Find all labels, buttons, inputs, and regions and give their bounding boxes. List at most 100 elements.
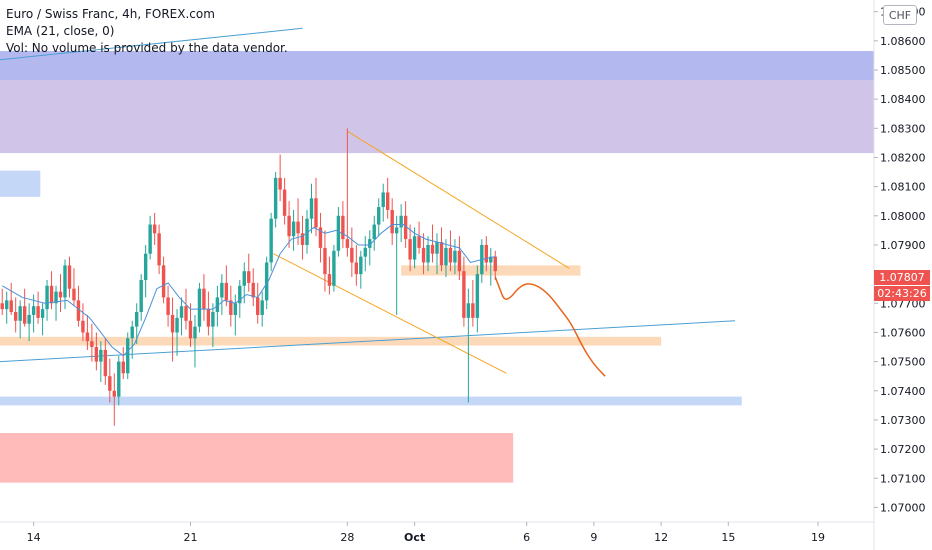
candle-body (126, 338, 130, 374)
candle (457, 236, 462, 280)
volume-legend[interactable]: Vol: No volume is provided by the data v… (6, 41, 288, 55)
channel-top-line[interactable] (347, 130, 570, 269)
red-zone[interactable] (0, 433, 514, 483)
x-tick-label: 21 (183, 531, 197, 544)
candle (121, 347, 125, 380)
candle (278, 154, 282, 202)
candle-body (448, 247, 453, 263)
candle-body (273, 177, 278, 219)
y-tick-label: 1.08100 (880, 181, 926, 194)
candle-body (49, 285, 54, 304)
upper-trend-line[interactable] (0, 27, 303, 61)
candle-body (76, 300, 81, 321)
countdown-label: 02:43:26 (874, 286, 930, 301)
candle-body (359, 256, 363, 275)
y-tick-label: 1.07100 (880, 472, 926, 485)
candle-body (305, 218, 309, 245)
candle (305, 209, 309, 254)
light-blue-zone-bottom[interactable] (0, 396, 742, 406)
candle-body (453, 250, 457, 263)
orange-zone-lower[interactable] (0, 336, 662, 346)
candle-body (161, 265, 166, 298)
candle-body (63, 265, 67, 298)
candle (345, 128, 350, 257)
candle-body (22, 306, 27, 324)
x-tick-label: 12 (654, 531, 668, 544)
candle (193, 314, 197, 368)
candle-body (399, 215, 403, 228)
candle (462, 256, 466, 327)
blue-zone[interactable] (0, 51, 874, 81)
candle (291, 209, 296, 251)
candle-body (462, 271, 466, 318)
candle (0, 288, 4, 315)
candle-body (417, 236, 421, 248)
candle (126, 332, 130, 380)
candle (417, 221, 421, 254)
candle (85, 314, 90, 350)
candle-body (394, 227, 399, 234)
ema-legend[interactable]: EMA (21, close, 0) (6, 24, 115, 38)
candle (36, 291, 40, 324)
candle (27, 303, 31, 342)
candle (377, 198, 381, 237)
candle (103, 338, 108, 385)
candle (403, 201, 408, 248)
candle (381, 183, 385, 222)
candle (273, 172, 278, 228)
candle (256, 282, 260, 324)
candle-body (345, 239, 350, 248)
candle-body (493, 256, 497, 272)
candle-body (381, 192, 385, 208)
candle-body (421, 247, 426, 263)
candle (90, 323, 94, 362)
symbol-title[interactable]: Euro / Swiss Franc, 4h, FOREX.com (6, 7, 215, 21)
candle (40, 303, 45, 336)
y-tick-label: 1.07500 (880, 356, 926, 369)
channel-bottom-line[interactable] (273, 253, 507, 374)
candle-body (157, 233, 161, 266)
candle (184, 288, 188, 330)
candle-body (426, 244, 430, 263)
candle (161, 256, 166, 304)
candle-body (121, 361, 125, 374)
candle-body (471, 303, 475, 318)
candle (493, 250, 497, 280)
candle (448, 230, 453, 272)
candle (323, 230, 327, 292)
candle-body (148, 224, 152, 254)
candle-body (139, 279, 143, 313)
y-tick-label: 1.07200 (880, 443, 926, 456)
candle (135, 303, 139, 345)
candle (54, 285, 58, 321)
candle-body (45, 285, 49, 310)
ema-line (1, 224, 496, 357)
candle-body (444, 247, 448, 266)
candle-body (117, 361, 121, 397)
candle (175, 309, 179, 356)
candle (5, 291, 9, 324)
candle-body (385, 192, 390, 210)
candle-body (5, 300, 9, 310)
candle-body (197, 288, 202, 327)
candle-body (108, 376, 112, 391)
candle (363, 236, 367, 272)
light-blue-zone-top[interactable] (0, 170, 41, 197)
chart-legend: Euro / Swiss Franc, 4h, FOREX.com EMA (2… (6, 6, 288, 57)
candle (309, 183, 314, 234)
candle (466, 288, 471, 403)
currency-button[interactable]: CHF (883, 5, 917, 25)
purple-zone[interactable] (0, 80, 874, 154)
candle (484, 236, 489, 272)
candle-body (179, 306, 184, 318)
candle (421, 233, 426, 275)
candle (45, 279, 49, 321)
candle (372, 215, 376, 251)
candle-body (247, 271, 251, 283)
candle-body (90, 341, 94, 348)
candle (327, 256, 332, 295)
projection-path[interactable] (494, 276, 606, 377)
candle (206, 291, 211, 336)
candle-body (260, 300, 264, 315)
